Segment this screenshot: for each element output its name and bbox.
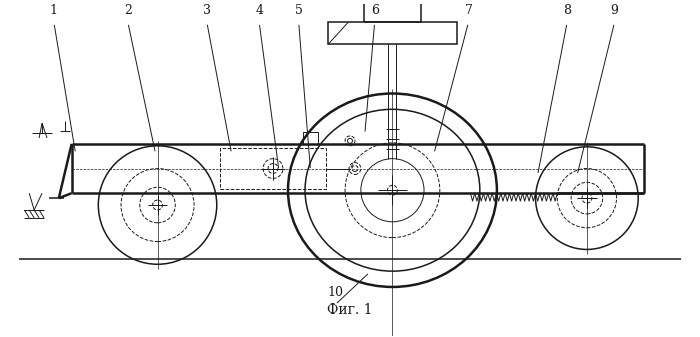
Text: 2: 2 — [124, 3, 132, 17]
Bar — [364, 0, 421, 23]
Bar — [302, 132, 318, 144]
Text: 8: 8 — [563, 3, 571, 17]
Bar — [220, 148, 326, 189]
Text: 3: 3 — [203, 3, 211, 17]
Text: 5: 5 — [295, 3, 302, 17]
Text: 6: 6 — [371, 3, 379, 17]
Text: 1: 1 — [50, 3, 58, 17]
Text: 10: 10 — [327, 286, 343, 299]
Text: 9: 9 — [610, 3, 619, 17]
Text: Фиг. 1: Фиг. 1 — [328, 303, 373, 316]
Bar — [328, 23, 456, 44]
Text: 7: 7 — [465, 3, 472, 17]
Text: 4: 4 — [256, 3, 263, 17]
